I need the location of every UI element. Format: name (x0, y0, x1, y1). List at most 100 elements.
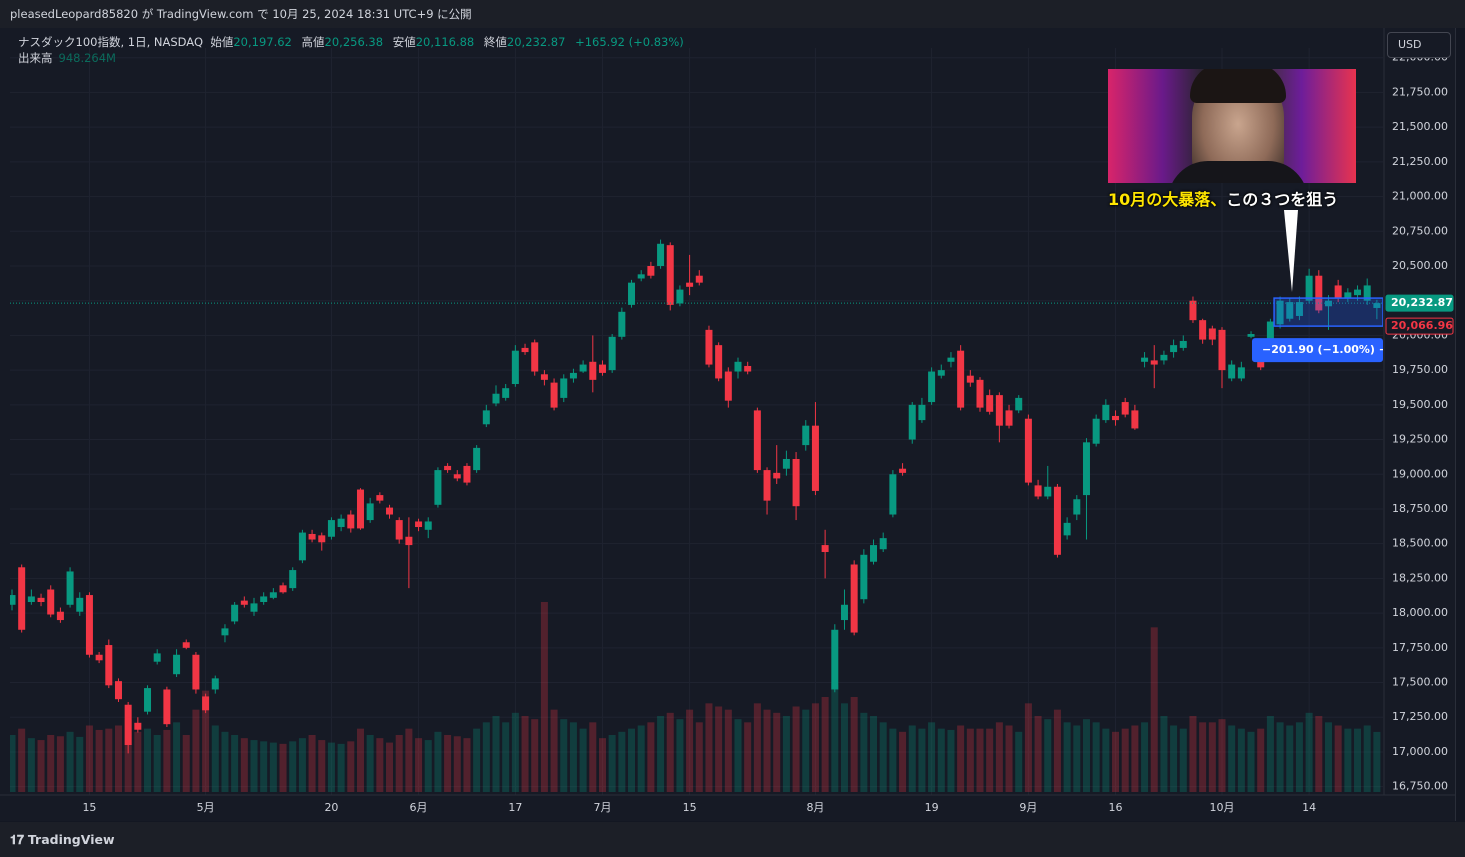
candle-body (1131, 410, 1139, 429)
candle-body (1373, 303, 1381, 308)
measure-label-box (1252, 338, 1383, 363)
open-label: 始値 (210, 35, 234, 49)
volume-bar (1199, 722, 1207, 792)
chart: −201.90 (−1.00%) −20,1 16,750.00 17,000.0… (0, 28, 1455, 814)
candle-body (1063, 522, 1071, 536)
x-tick-label: 17 (508, 801, 522, 814)
volume-bar (395, 735, 403, 792)
volume-bar (947, 729, 955, 792)
x-tick-label: 9月 (1019, 801, 1037, 814)
volume-bar (889, 728, 897, 792)
candle-body (1102, 404, 1110, 421)
candle-body (569, 372, 577, 379)
candle-body (347, 514, 355, 529)
candle-body (415, 521, 423, 528)
candle-body (1228, 364, 1236, 379)
candle-body (870, 545, 878, 562)
candle-body (85, 595, 93, 655)
volume-bar (173, 722, 181, 792)
volume-bar (192, 709, 200, 792)
candle-body (986, 395, 994, 412)
x-tick-label: 20 (324, 801, 338, 814)
candle-body (192, 654, 200, 690)
candle-body (18, 567, 26, 630)
candle-body (444, 465, 452, 471)
y-tick-label: 21,000.00 (1392, 190, 1448, 203)
volume-bar (163, 729, 171, 792)
volume-bar (1073, 725, 1081, 792)
volume-bar (182, 735, 190, 792)
low-label: 安値 (392, 35, 416, 49)
volume-bar (105, 728, 113, 792)
measure-box (1273, 297, 1383, 327)
volume-bar (995, 722, 1003, 792)
candle-body (366, 503, 374, 521)
volume-line: 出来高 948.264M (18, 50, 690, 66)
volume-bar (376, 738, 384, 792)
candle-body (47, 589, 55, 615)
candle-body (250, 603, 258, 612)
candle-body (1237, 367, 1245, 379)
candle-body (318, 535, 326, 543)
caption-yellow: 10月の大暴落、 (1108, 190, 1227, 209)
currency-button[interactable]: USD (1387, 32, 1451, 58)
x-tick-label: 7月 (593, 801, 611, 814)
volume-bar (724, 709, 732, 792)
candle-body (66, 571, 74, 605)
volume-bar (1189, 716, 1197, 792)
candle-body (647, 265, 655, 276)
x-tick-label: 16 (1109, 801, 1123, 814)
candle-body (1034, 485, 1042, 497)
volume-bar (1286, 725, 1294, 792)
volume-bar (879, 722, 887, 792)
candle-body (153, 653, 161, 662)
candle-body (928, 371, 936, 403)
candle-body (715, 345, 723, 379)
candle-body (947, 357, 955, 362)
volume-bar (1053, 709, 1061, 792)
candle-body (1286, 302, 1294, 319)
volume-bar (1276, 722, 1284, 792)
pointer (1284, 210, 1298, 292)
candle-body (376, 495, 384, 501)
candle-body (560, 378, 568, 398)
volume-bar (1082, 719, 1090, 792)
volume-bar (347, 741, 355, 792)
volume-bar (1170, 725, 1178, 792)
volume-bar (1141, 722, 1149, 792)
candle-body (173, 654, 181, 675)
candle-body (1005, 410, 1013, 426)
volume-bar (579, 728, 587, 792)
volume-bar (366, 735, 374, 792)
candle-body (899, 468, 907, 473)
y-tick-label: 21,500.00 (1392, 120, 1448, 133)
candle-body (908, 404, 916, 440)
candle-body (686, 282, 694, 287)
candle-body (550, 382, 558, 408)
candle-body (840, 604, 848, 621)
grid (10, 48, 1383, 795)
candle-body (289, 570, 297, 589)
volume-bar (1112, 731, 1120, 792)
currency-text: USD (1398, 38, 1422, 51)
candle-body (753, 410, 761, 471)
volume-bar (569, 722, 577, 792)
candle-body (182, 642, 190, 648)
candle-body (589, 361, 597, 380)
candle-body (1354, 289, 1362, 296)
candle-body (1315, 275, 1323, 311)
candle-body (666, 245, 674, 305)
volume-bar (66, 731, 74, 792)
candle-body (1073, 499, 1081, 515)
volume-bar (1237, 728, 1245, 792)
candle-body (260, 596, 268, 603)
footer: 𝟏𝟕 TradingView (0, 822, 1465, 857)
volume-bar (821, 697, 829, 792)
candle-body (628, 282, 636, 305)
volume-bar (657, 716, 665, 792)
candle-body (724, 371, 732, 401)
candle-body (1334, 285, 1342, 298)
volume-bar (56, 736, 64, 792)
x-tick-label: 19 (925, 801, 939, 814)
